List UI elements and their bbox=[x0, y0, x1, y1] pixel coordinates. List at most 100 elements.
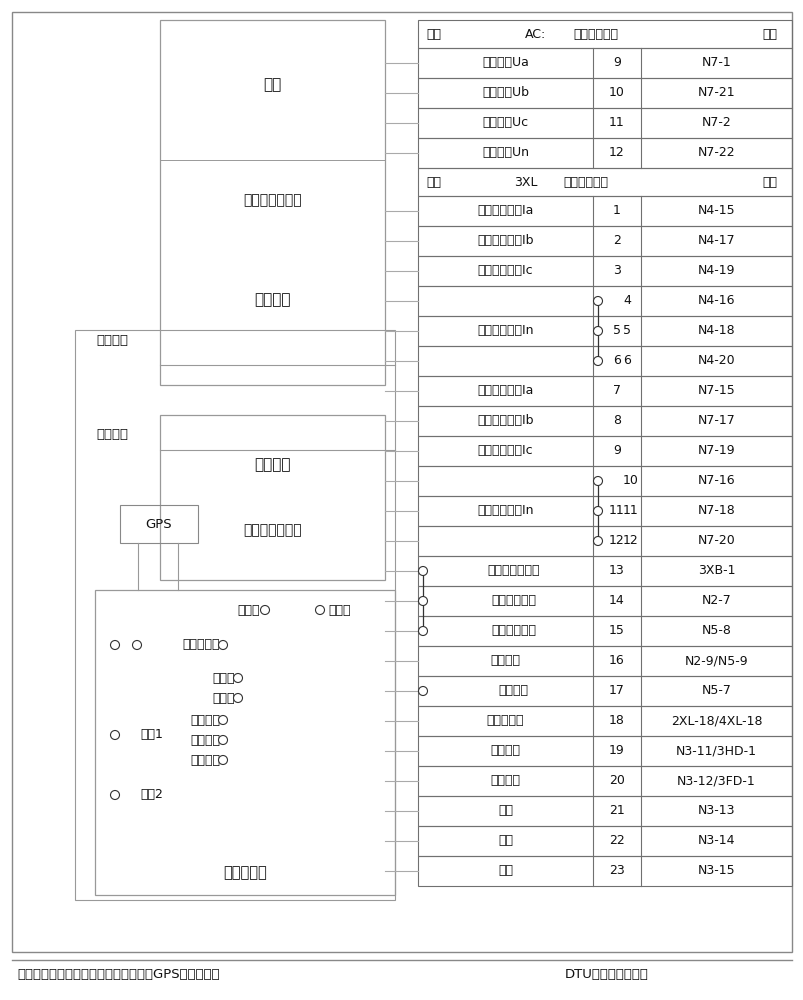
Text: 负电源: 负电源 bbox=[237, 603, 259, 616]
Text: 17: 17 bbox=[609, 684, 624, 698]
Text: N7-2: N7-2 bbox=[701, 116, 731, 129]
Bar bbox=[418, 736, 791, 766]
Text: 3XB-1: 3XB-1 bbox=[697, 564, 734, 578]
Text: 10: 10 bbox=[609, 87, 624, 100]
Text: 分闸出口: 分闸出口 bbox=[498, 684, 528, 698]
Text: N7-16: N7-16 bbox=[697, 475, 735, 488]
Text: N3-12/3FD-1: N3-12/3FD-1 bbox=[676, 774, 755, 788]
Text: N4-20: N4-20 bbox=[697, 355, 735, 367]
Text: 20: 20 bbox=[609, 774, 624, 788]
Text: N7-17: N7-17 bbox=[697, 414, 735, 428]
Text: N3-15: N3-15 bbox=[697, 864, 735, 878]
Bar bbox=[418, 316, 791, 346]
Text: 18: 18 bbox=[609, 714, 624, 728]
Text: 11: 11 bbox=[622, 504, 638, 518]
Text: 采样电压Un: 采样电压Un bbox=[482, 146, 528, 159]
Bar bbox=[418, 256, 791, 286]
Text: 遥信2: 遥信2 bbox=[140, 788, 163, 802]
Circle shape bbox=[110, 790, 120, 800]
Text: N4-18: N4-18 bbox=[697, 324, 735, 338]
Circle shape bbox=[110, 730, 120, 740]
Text: 上侧: 上侧 bbox=[426, 176, 441, 188]
Text: 遥信: 遥信 bbox=[497, 804, 512, 818]
Bar bbox=[418, 646, 791, 676]
Text: 遥信: 遥信 bbox=[497, 864, 512, 878]
Text: 12: 12 bbox=[622, 534, 638, 548]
Text: N4-17: N4-17 bbox=[697, 234, 735, 247]
Text: N7-19: N7-19 bbox=[697, 444, 735, 458]
Text: 保护电流输出In: 保护电流输出In bbox=[477, 324, 533, 338]
Bar bbox=[75, 330, 394, 900]
Circle shape bbox=[218, 736, 227, 744]
Bar bbox=[418, 436, 791, 466]
Text: 下侧: 下侧 bbox=[761, 176, 776, 188]
Text: 15: 15 bbox=[609, 624, 624, 638]
Bar bbox=[418, 706, 791, 736]
Bar bbox=[418, 586, 791, 616]
Circle shape bbox=[418, 626, 427, 636]
Text: 11: 11 bbox=[609, 504, 624, 518]
Text: 10: 10 bbox=[622, 475, 638, 488]
Text: 采样电压Uc: 采样电压Uc bbox=[482, 116, 528, 129]
Text: 3XL: 3XL bbox=[513, 176, 536, 188]
Text: 11: 11 bbox=[609, 116, 624, 129]
Text: 23: 23 bbox=[609, 864, 624, 878]
Text: 保护跳闸公共端: 保护跳闸公共端 bbox=[487, 564, 539, 578]
Bar bbox=[418, 20, 791, 48]
Text: 保护跳闸出口: 保护跳闸出口 bbox=[491, 594, 536, 607]
Text: N4-15: N4-15 bbox=[697, 205, 735, 218]
Bar bbox=[418, 376, 791, 406]
Text: 测试装置（继保测试仪、动模测试仪、GPS对时装置）: 测试装置（继保测试仪、动模测试仪、GPS对时装置） bbox=[17, 968, 219, 982]
Bar bbox=[418, 616, 791, 646]
Bar bbox=[418, 226, 791, 256]
Text: 遥信公共端: 遥信公共端 bbox=[486, 714, 524, 728]
Text: 6: 6 bbox=[622, 355, 630, 367]
Text: 电压: 电压 bbox=[263, 78, 281, 93]
Text: 采样电压Ua: 采样电压Ua bbox=[482, 56, 528, 70]
Text: N5-7: N5-7 bbox=[701, 684, 731, 698]
Text: 保护电流输入Ic: 保护电流输入Ic bbox=[477, 264, 532, 277]
Text: N7-1: N7-1 bbox=[701, 56, 731, 70]
Text: 合闸出口: 合闸出口 bbox=[490, 654, 520, 668]
Bar bbox=[418, 286, 791, 316]
Text: 21: 21 bbox=[609, 804, 624, 818]
Text: 12: 12 bbox=[609, 534, 624, 548]
Bar bbox=[418, 676, 791, 706]
Text: 下侧: 下侧 bbox=[761, 27, 776, 40]
Text: 保护电流输入Ia: 保护电流输入Ia bbox=[477, 205, 533, 218]
Circle shape bbox=[110, 641, 120, 650]
Circle shape bbox=[593, 357, 601, 365]
Text: 4: 4 bbox=[622, 294, 630, 308]
Text: N3-14: N3-14 bbox=[697, 834, 734, 848]
Circle shape bbox=[593, 536, 601, 546]
Text: 上侧: 上侧 bbox=[426, 27, 441, 40]
Text: 12: 12 bbox=[609, 146, 624, 159]
Circle shape bbox=[593, 477, 601, 486]
Circle shape bbox=[315, 605, 324, 614]
Text: N7-20: N7-20 bbox=[697, 534, 735, 548]
Bar bbox=[418, 78, 791, 108]
Text: 遥信1: 遥信1 bbox=[140, 728, 163, 742]
Text: DTU智能控制终端屏: DTU智能控制终端屏 bbox=[565, 968, 648, 982]
Text: 遥信: 遥信 bbox=[497, 834, 512, 848]
Circle shape bbox=[418, 566, 427, 576]
Text: 测量电流输入Ic: 测量电流输入Ic bbox=[477, 444, 532, 458]
Circle shape bbox=[418, 596, 427, 605]
Bar bbox=[418, 766, 791, 796]
Circle shape bbox=[593, 506, 601, 516]
Bar bbox=[418, 168, 791, 196]
Text: 遥信触发: 遥信触发 bbox=[96, 428, 128, 442]
Bar bbox=[418, 796, 791, 826]
Text: 保护电流输入Ib: 保护电流输入Ib bbox=[477, 234, 533, 247]
Text: 7: 7 bbox=[612, 384, 620, 397]
Text: 遥信公共: 遥信公共 bbox=[190, 714, 220, 726]
Circle shape bbox=[218, 756, 227, 764]
Text: 采样电压Ub: 采样电压Ub bbox=[482, 87, 528, 100]
Text: 1: 1 bbox=[613, 205, 620, 218]
Text: GPS: GPS bbox=[145, 518, 172, 530]
Bar bbox=[418, 48, 791, 78]
Text: 2XL-18/4XL-18: 2XL-18/4XL-18 bbox=[670, 714, 761, 728]
Text: 9: 9 bbox=[613, 56, 620, 70]
Bar bbox=[418, 406, 791, 436]
Text: 16: 16 bbox=[609, 654, 624, 668]
